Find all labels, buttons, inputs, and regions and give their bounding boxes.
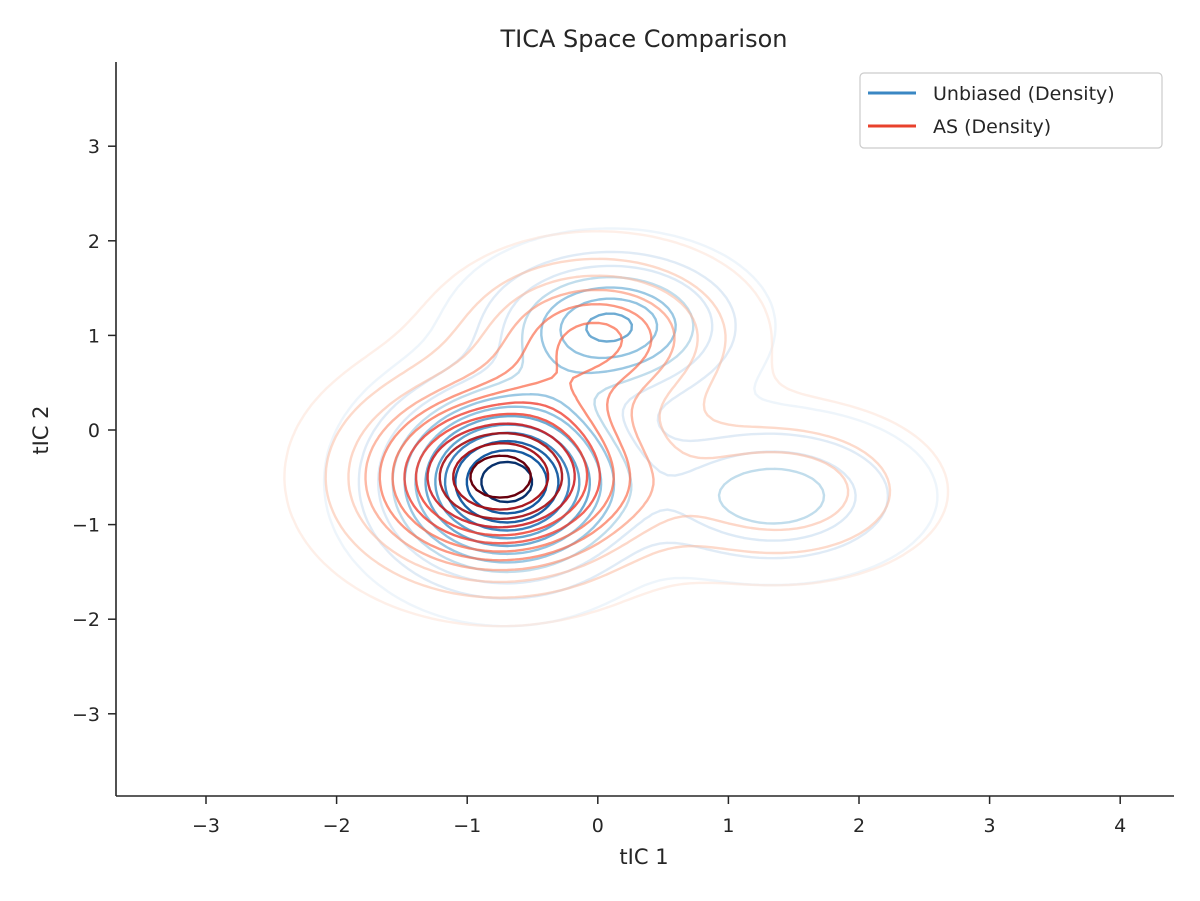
legend-label-as: AS (Density) (933, 116, 1051, 138)
x-tick-label: 3 (984, 815, 996, 837)
contour-line (324, 257, 892, 599)
contour-line (414, 412, 589, 537)
contour-line (283, 230, 950, 628)
contour-line (426, 422, 576, 529)
contour-line (452, 442, 550, 511)
y-tick-label: 1 (88, 325, 100, 347)
chart-title: TICA Space Comparison (499, 25, 787, 53)
contour-line (465, 449, 548, 515)
contour-line (438, 432, 564, 521)
y-tick-label: −2 (72, 609, 100, 631)
x-tick-label: 4 (1114, 815, 1126, 837)
x-axis-label: tIC 1 (619, 845, 668, 869)
axes (115, 62, 1174, 797)
contour-line (403, 401, 601, 545)
legend-frame (859, 72, 1163, 149)
contour-line (364, 288, 676, 572)
contour-line (469, 454, 532, 499)
x-tick-label: −1 (453, 815, 481, 837)
x-tick-label: 0 (592, 815, 604, 837)
contour-line (391, 321, 624, 553)
x-tick-label: −3 (192, 815, 220, 837)
y-tick-label: 0 (88, 420, 100, 442)
contour-line (347, 274, 850, 584)
x-tick-label: −2 (323, 815, 351, 837)
contour-line (443, 431, 571, 532)
contour-series-0 (322, 227, 939, 628)
y-tick-label: 2 (88, 231, 100, 253)
contour-line (378, 303, 653, 562)
contour-series-1 (283, 230, 950, 628)
contour-layer (283, 227, 950, 628)
contour-line (414, 297, 659, 556)
legend: Unbiased (Density) AS (Density) (859, 72, 1163, 149)
y-ticks: 3 2 1 0 −1 −2 −3 (72, 136, 116, 726)
y-axis-label: tIC 2 (29, 405, 53, 454)
legend-label-unbiased: Unbiased (Density) (933, 83, 1115, 105)
x-tick-label: 1 (722, 815, 734, 837)
y-tick-label: −1 (72, 515, 100, 537)
y-tick-label: −3 (72, 704, 100, 726)
x-ticks: −3 −2 −1 0 1 2 3 4 (192, 796, 1126, 837)
contour-line (322, 227, 939, 628)
x-tick-label: 2 (853, 815, 865, 837)
y-tick-label: 3 (88, 136, 100, 158)
contour-line (480, 460, 534, 504)
